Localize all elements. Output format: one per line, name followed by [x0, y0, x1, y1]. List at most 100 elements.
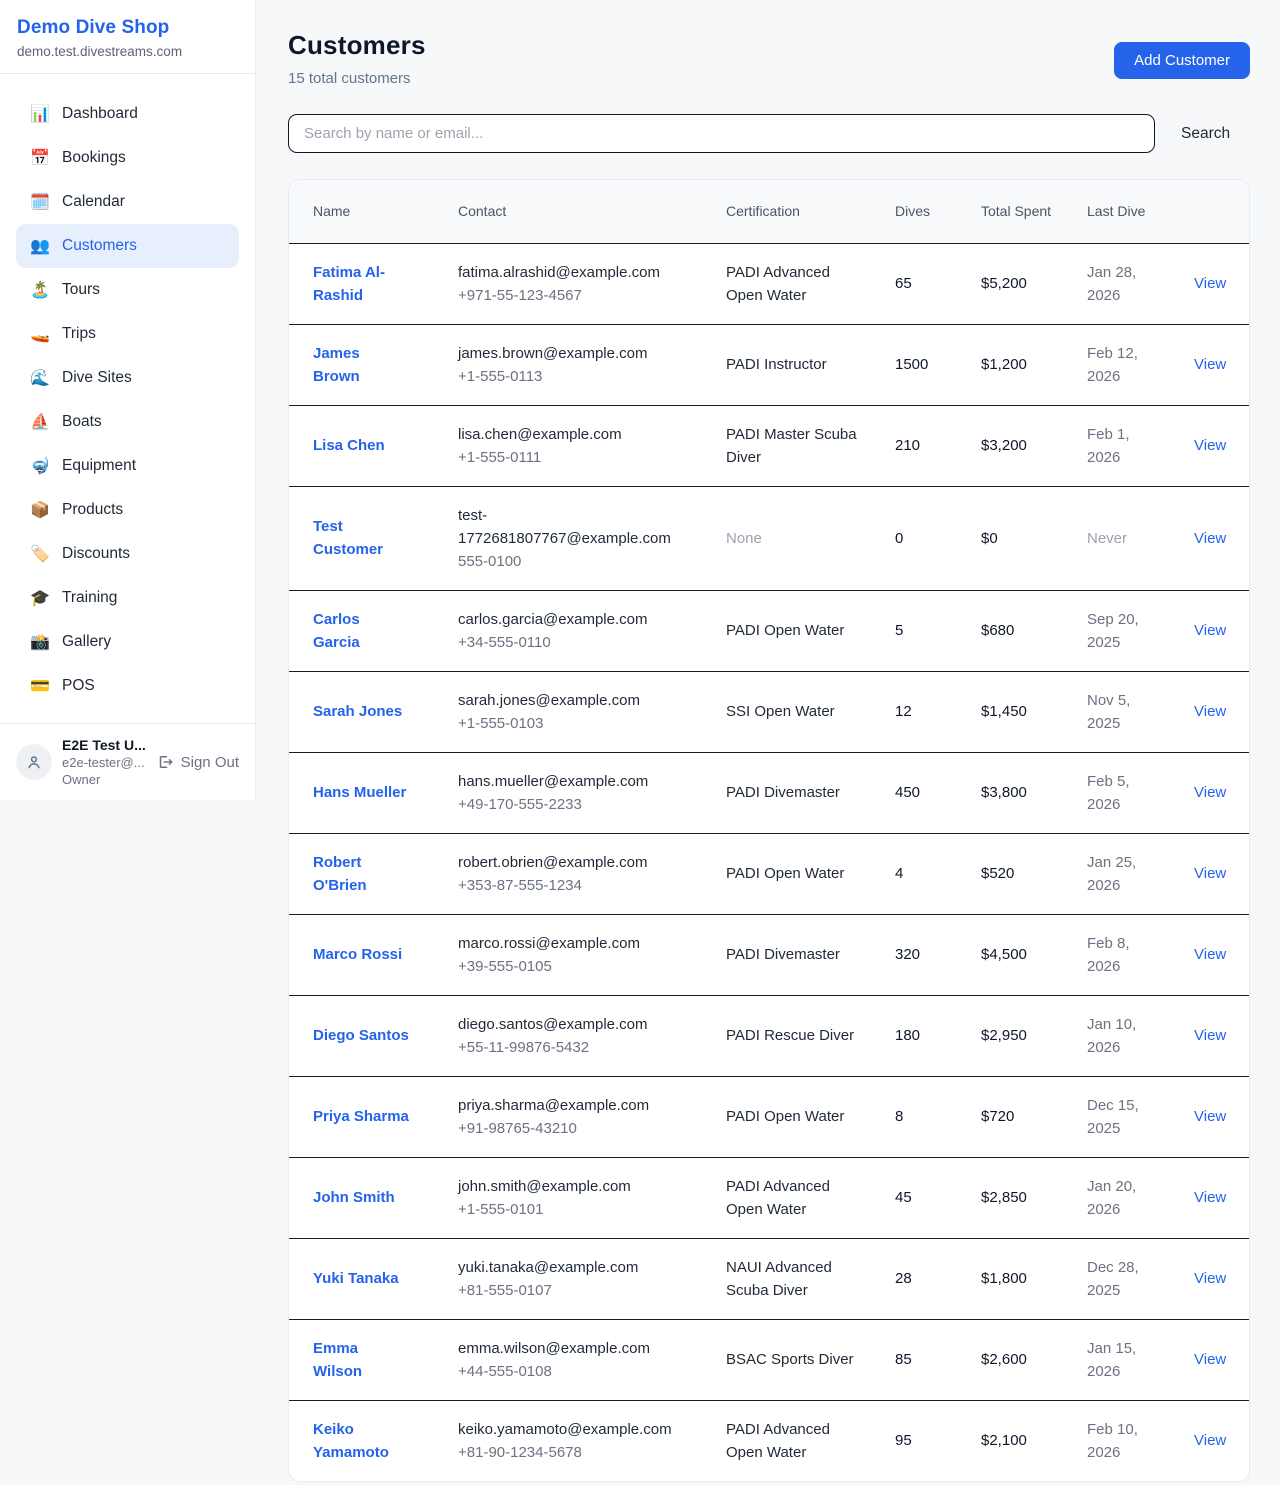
customer-total-spent: $520 — [957, 833, 1063, 915]
customer-name-link[interactable]: Carlos Garcia — [313, 610, 360, 651]
customer-last-dive: Jan 20, 2026 — [1063, 1157, 1170, 1239]
add-customer-button[interactable]: Add Customer — [1114, 42, 1250, 79]
sidebar-item-boats[interactable]: ⛵ Boats — [30, 412, 102, 431]
page-header: Customers 15 total customers Add Custome… — [288, 30, 1250, 87]
customer-certification: BSAC Sports Diver — [702, 1319, 871, 1401]
view-customer-link[interactable]: View — [1194, 437, 1227, 454]
customer-last-dive: Jan 10, 2026 — [1063, 995, 1170, 1077]
brand-title: Demo Dive Shop — [17, 17, 170, 38]
sidebar-item-tours[interactable]: 🏝️ Tours — [30, 280, 100, 299]
view-customer-link[interactable]: View — [1194, 1027, 1227, 1044]
spiral-calendar-icon: 🗓️ — [30, 192, 50, 211]
customers-table: Name Contact Certification Dives Total S… — [289, 180, 1249, 1481]
customer-certification: NAUI Advanced Scuba Diver — [702, 1238, 871, 1320]
view-customer-link[interactable]: View — [1194, 1189, 1227, 1206]
customer-phone: +81-90-1234-5678 — [458, 1443, 582, 1461]
customer-name-link[interactable]: Priya Sharma — [313, 1108, 409, 1125]
customer-name-link[interactable]: Lisa Chen — [313, 437, 385, 454]
view-customer-link[interactable]: View — [1194, 1432, 1227, 1449]
customer-phone: +49-170-555-2233 — [458, 795, 582, 813]
customer-name-link[interactable]: James Brown — [313, 344, 360, 385]
view-customer-link[interactable]: View — [1194, 529, 1227, 547]
customer-name-link[interactable]: Keiko Yamamoto — [313, 1420, 389, 1461]
customer-dives: 210 — [871, 405, 957, 487]
sidebar-item-training[interactable]: 🎓 Training — [30, 588, 118, 607]
customer-name-link[interactable]: Emma Wilson — [313, 1339, 363, 1380]
customer-phone: +353-87-555-1234 — [458, 876, 582, 894]
customer-name-link[interactable]: Marco Rossi — [313, 946, 403, 963]
customer-name-link[interactable]: Yuki Tanaka — [313, 1270, 399, 1287]
column-header-last-dive: Last Dive — [1063, 180, 1170, 244]
view-customer-link[interactable]: View — [1194, 1108, 1227, 1125]
sidebar-item-dive-sites[interactable]: 🌊 Dive Sites — [30, 368, 132, 387]
customers-table-body: Fatima Al-Rashid fatima.alrashid@example… — [289, 243, 1249, 1481]
table-row: Test Customer test-1772681807767@example… — [289, 486, 1249, 591]
customer-dives: 450 — [871, 752, 957, 834]
customer-email: hans.mueller@example.com — [458, 772, 649, 790]
package-icon: 📦 — [30, 500, 50, 519]
customer-certification: PADI Advanced Open Water — [726, 1420, 830, 1461]
column-header-name: Name — [289, 180, 434, 244]
customer-name-link[interactable]: Fatima Al-Rashid — [313, 263, 385, 304]
customer-email: test-1772681807767@example.com — [458, 506, 671, 547]
customer-email: carlos.garcia@example.com — [458, 610, 648, 628]
customer-dives: 65 — [871, 243, 957, 325]
view-customer-link[interactable]: View — [1194, 275, 1227, 292]
customer-total-spent: $4,500 — [957, 914, 1063, 996]
view-customer-link[interactable]: View — [1194, 784, 1227, 801]
customer-phone: +81-555-0107 — [458, 1281, 552, 1299]
customer-name-link[interactable]: Robert O'Brien — [313, 853, 367, 894]
customer-email: fatima.alrashid@example.com — [458, 263, 660, 281]
customer-email: sarah.jones@example.com — [458, 691, 640, 709]
sidebar-item-bookings[interactable]: 📅 Bookings — [30, 148, 126, 167]
customer-name-link[interactable]: John Smith — [313, 1189, 395, 1206]
customer-email: emma.wilson@example.com — [458, 1339, 650, 1357]
customer-name-link[interactable]: Test Customer — [313, 518, 384, 558]
view-customer-link[interactable]: View — [1194, 946, 1227, 963]
sidebar-item-discounts[interactable]: 🏷️ Discounts — [30, 544, 131, 563]
view-customer-link[interactable]: View — [1194, 622, 1227, 639]
customer-phone: +55-11-99876-5432 — [458, 1038, 590, 1056]
customer-last-dive: Feb 5, 2026 — [1063, 752, 1170, 834]
search-input[interactable] — [288, 114, 1155, 153]
sidebar-item-trips[interactable]: 🚤 Trips — [30, 324, 96, 343]
customer-phone: +44-555-0108 — [458, 1362, 552, 1380]
customer-phone: +1-555-0103 — [458, 714, 544, 732]
sailboat-icon: ⛵ — [30, 412, 50, 431]
customer-last-dive: Jan 25, 2026 — [1063, 833, 1170, 915]
view-customer-link[interactable]: View — [1194, 703, 1227, 720]
customer-total-spent: $1,200 — [957, 324, 1063, 406]
table-row: Priya Sharma priya.sharma@example.com +9… — [289, 1076, 1249, 1158]
main-content: Customers 15 total customers Add Custome… — [256, 0, 1280, 1482]
sidebar-item-dashboard[interactable]: 📊 Dashboard — [30, 104, 138, 123]
sign-out-label: Sign Out — [180, 753, 239, 771]
sidebar-item-customers[interactable]: 👥 Customers — [16, 224, 239, 268]
customer-phone: +91-98765-43210 — [458, 1119, 577, 1137]
view-customer-link[interactable]: View — [1194, 1270, 1227, 1287]
sidebar-item-pos[interactable]: 💳 POS — [30, 676, 95, 695]
sidebar: Demo Dive Shop demo.test.divestreams.com… — [0, 0, 256, 800]
sidebar-item-products[interactable]: 📦 Products — [30, 500, 124, 519]
customer-name-link[interactable]: Hans Mueller — [313, 784, 407, 801]
customer-phone: 555-0100 — [458, 552, 522, 570]
search-row: Search — [288, 114, 1250, 153]
search-button[interactable]: Search — [1181, 124, 1231, 142]
customer-name-link[interactable]: Sarah Jones — [313, 703, 403, 720]
customer-phone: +1-555-0101 — [458, 1200, 544, 1218]
view-customer-link[interactable]: View — [1194, 865, 1227, 882]
sign-out-button[interactable]: Sign Out — [156, 753, 239, 771]
sidebar-item-calendar[interactable]: 🗓️ Calendar — [30, 192, 125, 211]
customer-dives: 320 — [871, 914, 957, 996]
sidebar-item-equipment[interactable]: 🤿 Equipment — [30, 456, 137, 475]
customer-email: james.brown@example.com — [458, 344, 648, 362]
customer-total-spent: $2,850 — [957, 1157, 1063, 1239]
view-customer-link[interactable]: View — [1194, 1351, 1227, 1368]
customer-name-link[interactable]: Diego Santos — [313, 1027, 409, 1044]
customer-phone: +971-55-123-4567 — [458, 286, 582, 304]
customer-total-spent: $1,450 — [957, 671, 1063, 753]
view-customer-link[interactable]: View — [1194, 356, 1227, 373]
user-name: E2E Test U... — [62, 737, 146, 753]
user-email: e2e-tester@... — [62, 755, 145, 770]
sidebar-item-gallery[interactable]: 📸 Gallery — [30, 632, 112, 651]
table-row: Marco Rossi marco.rossi@example.com +39-… — [289, 914, 1249, 996]
